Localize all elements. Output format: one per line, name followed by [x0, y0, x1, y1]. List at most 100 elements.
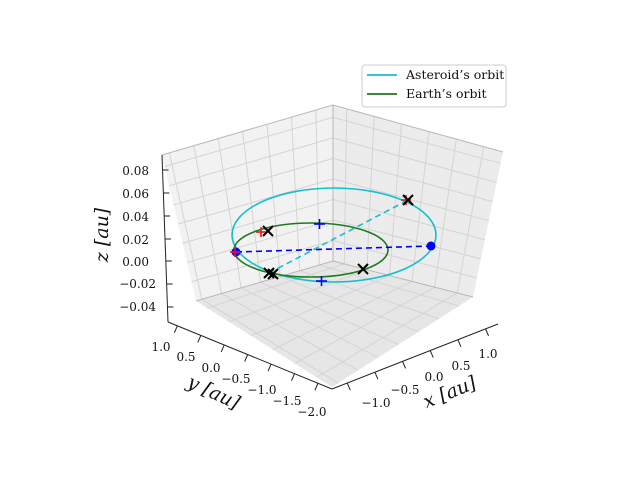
grid-line [434, 139, 457, 288]
axis-lines [161, 154, 499, 390]
grid-line [206, 263, 345, 309]
grid-line [316, 292, 458, 378]
z-axis-label: z [au] [91, 207, 113, 263]
z-tick-label: 0.06 [122, 187, 149, 201]
y-tick [197, 335, 202, 343]
node-line-dashed [235, 245, 432, 253]
y-tick [220, 344, 225, 353]
x-axis-line [331, 323, 499, 390]
asteroid-dashed-line [268, 199, 409, 274]
grid-line [217, 138, 242, 288]
grid-line [294, 286, 435, 364]
grid-lines [164, 108, 501, 384]
node-line [231, 241, 436, 257]
y-tick-label: 0.5 [176, 350, 195, 364]
x-markers [262, 194, 414, 280]
x-tick-label: 0.5 [451, 359, 470, 373]
back-pane-left [162, 105, 333, 301]
grid-line [191, 239, 334, 283]
x-tick-label: −0.5 [390, 383, 419, 397]
asteroid-orbit [231, 187, 437, 283]
grid-line [221, 293, 359, 371]
y-tick-label: −1.5 [272, 394, 301, 408]
z-axis-line [161, 154, 169, 323]
y-tick [291, 373, 295, 381]
grid-line [332, 198, 485, 241]
grid-line [366, 116, 375, 270]
grid-line [299, 270, 439, 320]
blue-plus-marker [316, 276, 327, 286]
grid-line [319, 264, 460, 307]
x-tick [429, 350, 434, 358]
grid-line [186, 219, 334, 264]
y-tick-label: 1.0 [151, 340, 170, 354]
grid-line [168, 152, 203, 300]
legend-label-earth: Earth’s orbit [406, 86, 487, 101]
z-tick-label: −0.02 [119, 277, 156, 291]
grid-line [343, 108, 348, 264]
red-plus-marker [230, 247, 240, 257]
pane-edges [161, 104, 504, 302]
grid-line [411, 131, 430, 282]
tick-marks [162, 169, 490, 391]
x-tick [457, 339, 462, 347]
red-plus-marker [256, 227, 266, 237]
grid-line [332, 239, 478, 279]
x-tick [374, 372, 379, 380]
grid-line [388, 123, 403, 276]
grid-line [332, 157, 493, 203]
blue-plus-marker [314, 219, 325, 229]
grid-line [260, 281, 399, 346]
asteroid-dashed-segment [268, 199, 409, 274]
z-tick-label: 0.04 [122, 210, 149, 224]
grid-line [290, 117, 301, 271]
grid-line [182, 198, 334, 244]
grid-line [228, 269, 368, 323]
z-tick-label: −0.04 [119, 300, 156, 314]
y-axis-line [167, 321, 333, 390]
grid-line [315, 109, 320, 266]
grid-line [279, 275, 419, 333]
y-tick-label: −1.0 [247, 383, 276, 397]
x-marker [267, 268, 279, 280]
grid-line [332, 137, 497, 184]
grid-line [332, 116, 501, 164]
asteroid-orbit-line [231, 187, 437, 283]
y-tick [244, 354, 249, 362]
legend-box [361, 64, 507, 108]
grid-line [169, 137, 334, 187]
z-tick-label: 0.00 [122, 255, 149, 269]
grid-line [164, 116, 334, 168]
x-marker [262, 225, 274, 237]
grid-line [201, 298, 339, 384]
grid-line [177, 178, 334, 225]
z-tick-label: 0.08 [122, 164, 149, 178]
legend: Asteroid’s orbit Earth’s orbit [361, 64, 507, 108]
z-tick-label: 0.02 [122, 233, 149, 247]
x-tick [485, 328, 490, 337]
z-tick-labels: 0.08 0.06 0.04 0.02 0.00 −0.02 −0.04 [119, 164, 156, 314]
x-tick-label: 0.0 [424, 370, 443, 384]
legend-label-asteroid: Asteroid’s orbit [405, 67, 504, 82]
y-tick-label: −0.5 [221, 372, 250, 386]
node-marker-right [426, 241, 436, 251]
y-tick-label: 0.0 [201, 361, 220, 375]
x-tick-labels: −1.0 −0.5 0.0 0.5 1.0 [361, 347, 497, 410]
x-marker [402, 194, 414, 206]
y-tick [314, 383, 319, 391]
grid-line [193, 145, 222, 294]
y-tick [267, 363, 272, 372]
blue-plus-markers [314, 219, 327, 286]
grid-line [272, 280, 413, 350]
floor-pane [196, 261, 473, 387]
back-pane-right [333, 105, 503, 297]
x-tick [402, 361, 407, 369]
grid-line [240, 287, 379, 358]
grid-line [456, 146, 485, 294]
x-tick [346, 382, 351, 391]
grid-line [173, 157, 334, 206]
y-tick-labels: 1.0 0.5 0.0 −0.5 −1.0 −1.5 −2.0 [151, 340, 326, 419]
x-tick-label: 1.0 [478, 347, 497, 361]
